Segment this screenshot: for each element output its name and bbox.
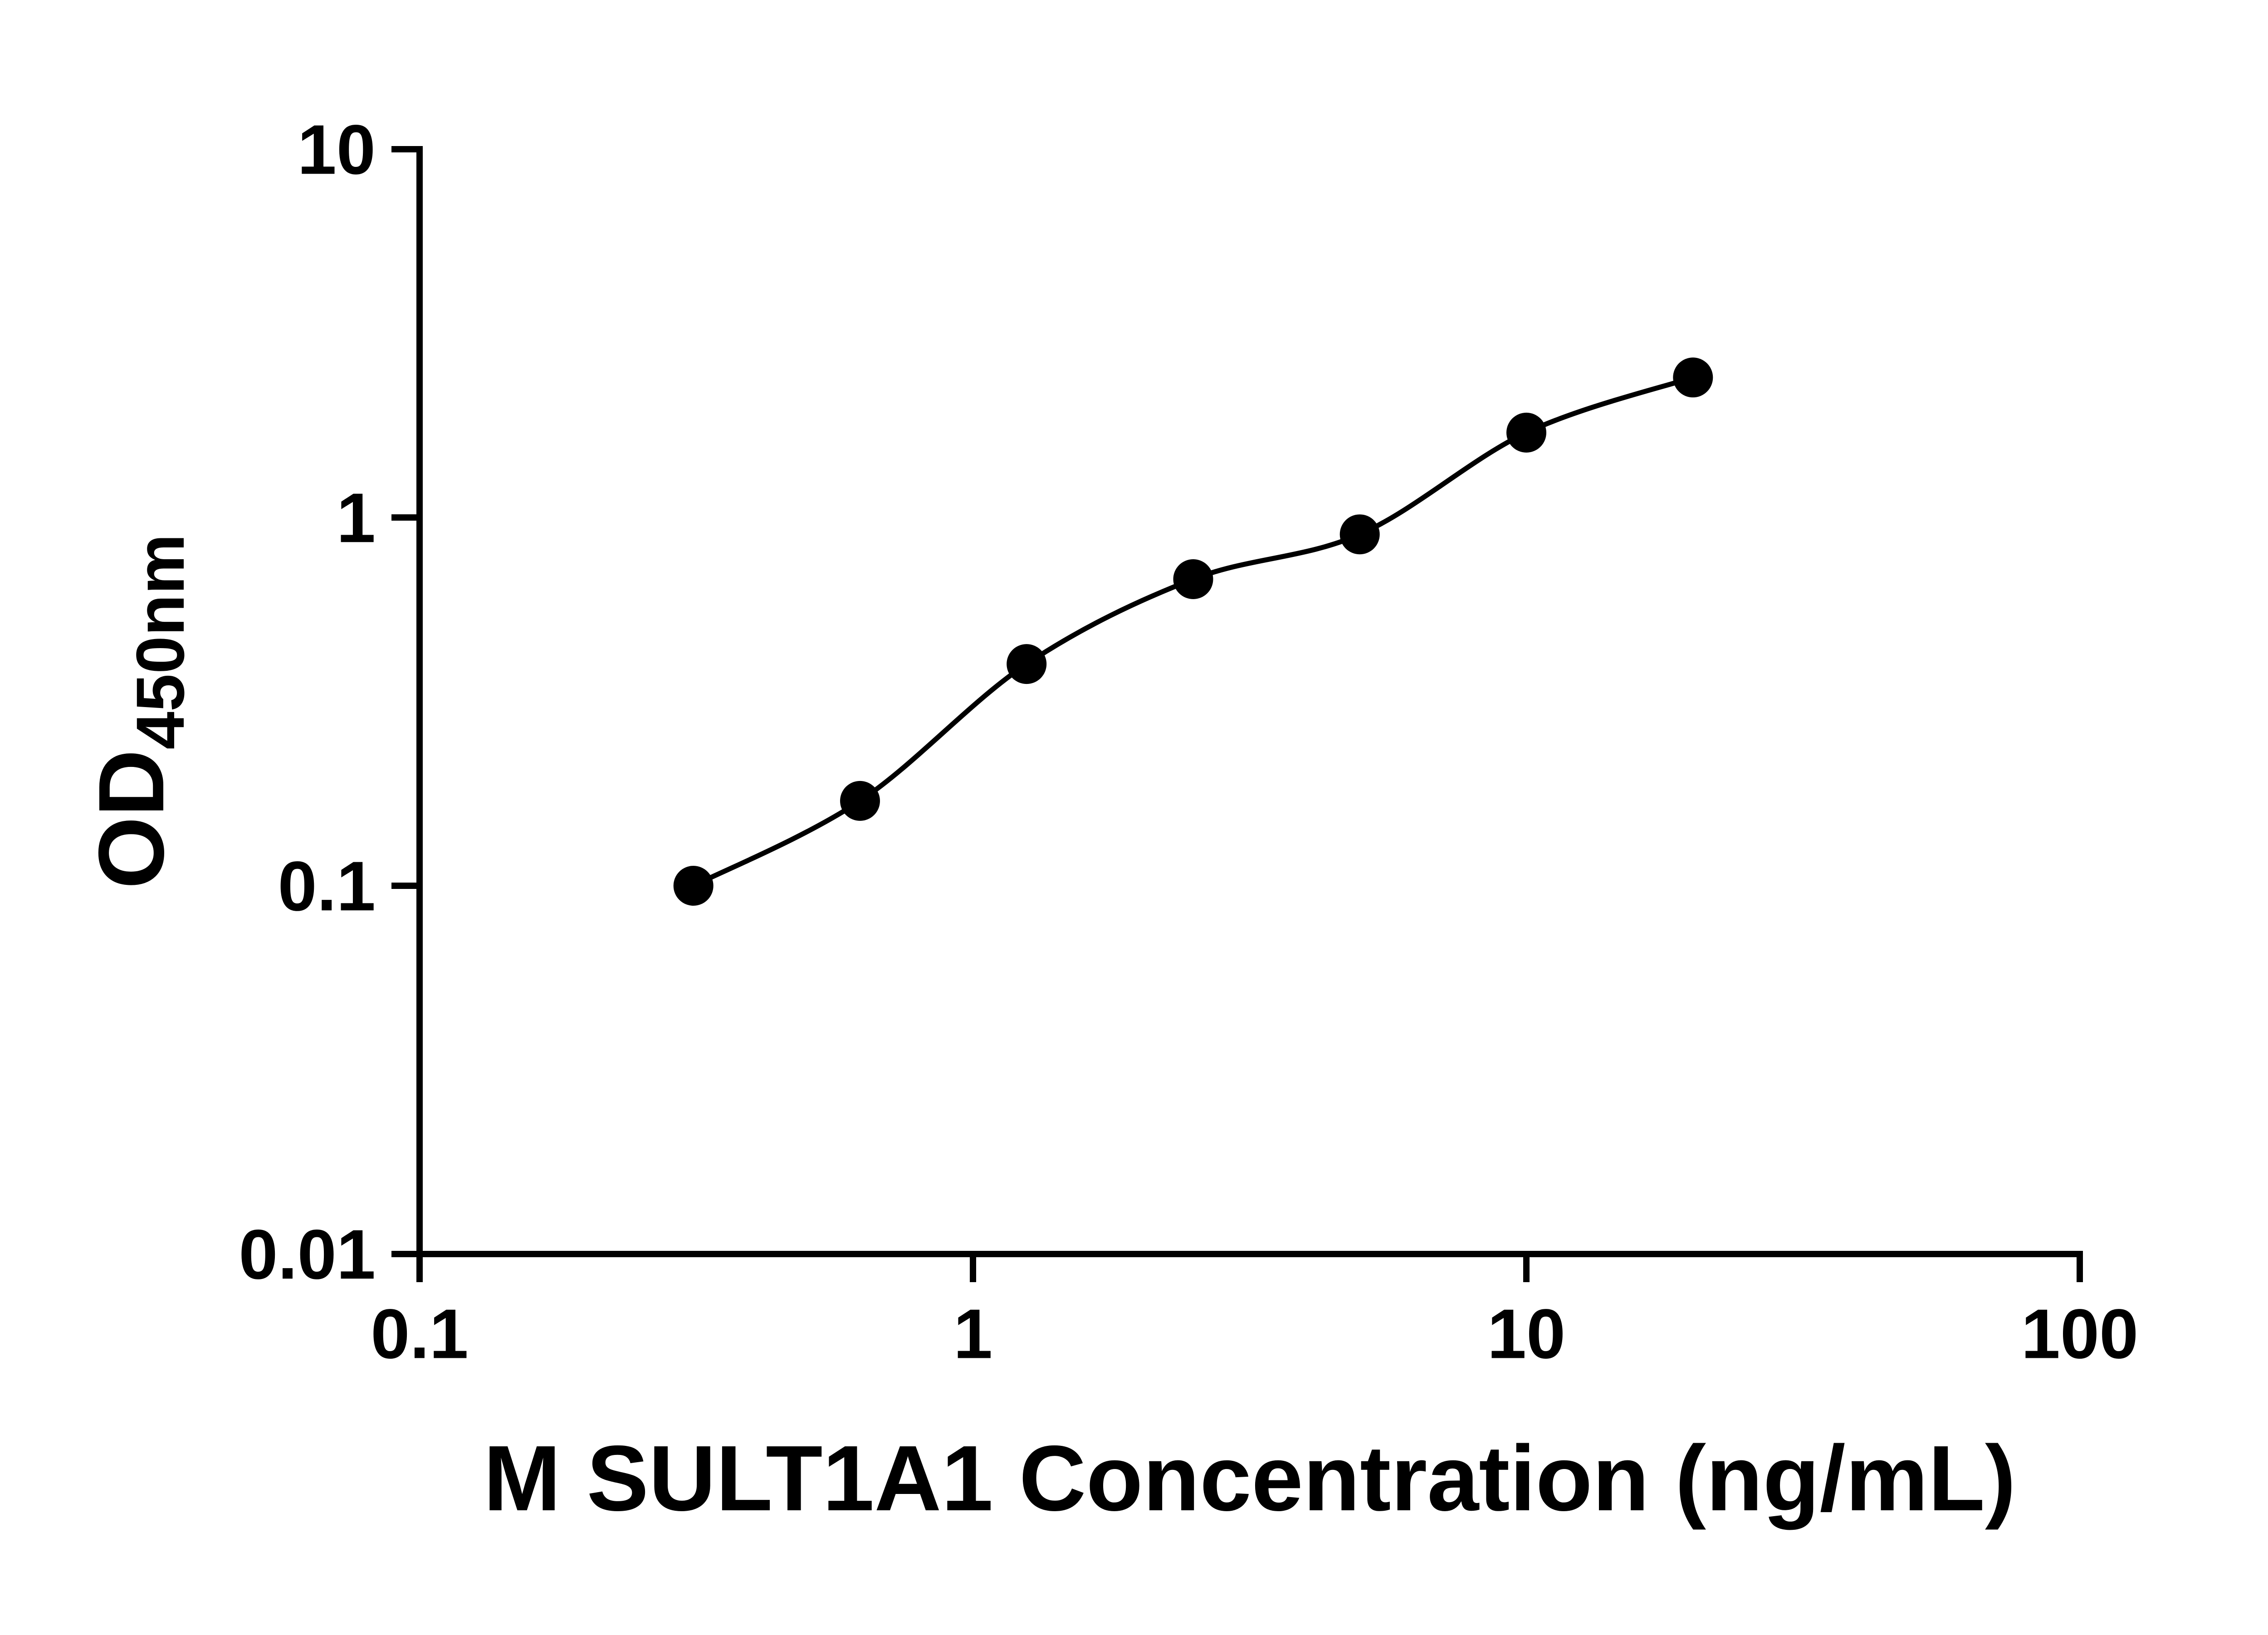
- data-point: [673, 866, 714, 906]
- data-point: [840, 781, 880, 821]
- data-point: [1339, 514, 1380, 555]
- data-point: [1506, 412, 1546, 453]
- data-point: [1173, 559, 1213, 599]
- y-axis-tick-label: 10: [298, 110, 376, 189]
- x-axis-title: M SULT1A1 Concentration (ng/mL): [484, 1426, 2016, 1530]
- axis-spine: [416, 146, 2083, 1257]
- data-point: [1673, 357, 1713, 398]
- x-axis-tick-label: 10: [1487, 1294, 1565, 1373]
- y-axis-tick-label: 1: [337, 478, 376, 557]
- y-axis-title: OD450nm: [79, 534, 198, 889]
- x-axis-tick-label: 1: [953, 1294, 992, 1373]
- y-axis-title-main: OD: [79, 750, 183, 889]
- data-point: [1007, 644, 1047, 684]
- x-axis-tick-label: 100: [2021, 1294, 2139, 1373]
- x-axis-tick-label: 0.1: [371, 1294, 468, 1373]
- y-axis-title-subscript: 450nm: [122, 534, 198, 749]
- y-axis-tick-label: 0.01: [239, 1215, 376, 1293]
- y-axis-tick-label: 0.1: [278, 847, 376, 925]
